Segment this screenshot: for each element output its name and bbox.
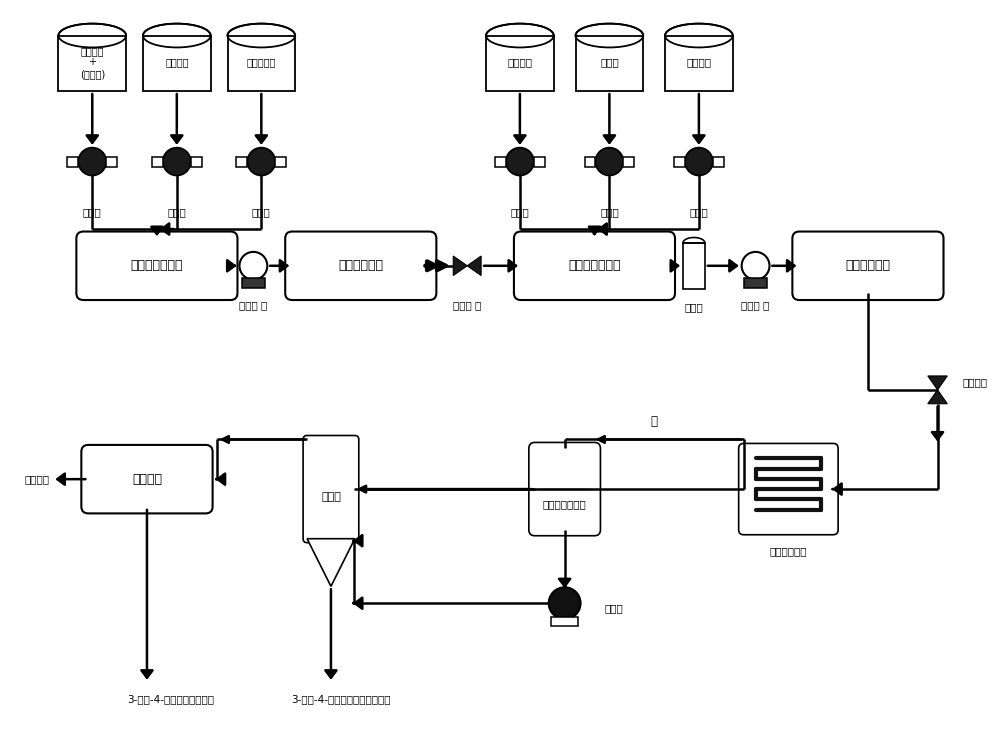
- FancyBboxPatch shape: [76, 231, 237, 300]
- FancyBboxPatch shape: [792, 231, 944, 300]
- Bar: [623, 156, 634, 167]
- Text: 三氧化硫: 三氧化硫: [686, 57, 711, 67]
- Text: 输料泵: 输料泵: [604, 603, 623, 613]
- Ellipse shape: [576, 24, 643, 47]
- Text: 分液器: 分液器: [321, 492, 341, 502]
- FancyBboxPatch shape: [529, 442, 600, 536]
- Text: 计量泵: 计量泵: [511, 207, 529, 217]
- Text: 第一微反应器: 第一微反应器: [338, 259, 383, 272]
- Ellipse shape: [143, 24, 211, 47]
- Circle shape: [549, 587, 581, 619]
- Bar: [495, 156, 506, 167]
- Text: 计量泵: 计量泵: [600, 207, 619, 217]
- FancyBboxPatch shape: [739, 444, 838, 535]
- Polygon shape: [928, 376, 947, 390]
- Text: 物料冷却管道: 物料冷却管道: [770, 547, 807, 556]
- Bar: [106, 156, 117, 167]
- Circle shape: [595, 147, 623, 175]
- Text: 恒流泵 一: 恒流泵 一: [239, 301, 268, 310]
- Circle shape: [78, 147, 106, 175]
- Polygon shape: [453, 256, 467, 276]
- Bar: [585, 156, 595, 167]
- Circle shape: [506, 147, 534, 175]
- Bar: [228, 35, 295, 91]
- Text: 氯代烷烃: 氯代烷烃: [507, 57, 532, 67]
- Text: 3-硝基-4-甲基苯磺酰氯产品: 3-硝基-4-甲基苯磺酰氯产品: [127, 694, 214, 705]
- Text: 计量泵: 计量泵: [690, 207, 708, 217]
- Polygon shape: [928, 390, 947, 404]
- Bar: [143, 35, 211, 91]
- Text: 三氧化硫: 三氧化硫: [165, 57, 189, 67]
- Polygon shape: [467, 256, 481, 276]
- Circle shape: [163, 147, 191, 175]
- Text: 计量泵: 计量泵: [83, 207, 102, 217]
- Text: 氯磺酸: 氯磺酸: [600, 57, 619, 67]
- Text: 3-硝基-4-甲基苯磺酰氯粗品溶液: 3-硝基-4-甲基苯磺酰氯粗品溶液: [291, 694, 391, 705]
- Bar: [713, 156, 724, 167]
- Text: 氯代烷烃
+
(抑制剂): 氯代烷烃 + (抑制剂): [80, 46, 105, 79]
- Circle shape: [247, 147, 275, 175]
- Bar: [236, 156, 247, 167]
- Circle shape: [685, 147, 713, 175]
- Bar: [242, 278, 265, 287]
- Text: 第二微反应器: 第二微反应器: [845, 259, 890, 272]
- Text: 恒流泵 二: 恒流泵 二: [741, 301, 770, 310]
- Ellipse shape: [486, 24, 554, 47]
- Bar: [191, 156, 202, 167]
- Circle shape: [239, 252, 267, 279]
- Text: 计量泵: 计量泵: [167, 207, 186, 217]
- FancyBboxPatch shape: [81, 445, 213, 514]
- Circle shape: [742, 252, 769, 279]
- Text: 单向阀二: 单向阀二: [962, 377, 987, 387]
- Ellipse shape: [228, 24, 295, 47]
- FancyBboxPatch shape: [285, 231, 436, 300]
- Text: 第二静态混合器: 第二静态混合器: [568, 259, 621, 272]
- FancyBboxPatch shape: [514, 231, 675, 300]
- Text: 单向阀 一: 单向阀 一: [453, 301, 481, 310]
- Text: 计量泵: 计量泵: [252, 207, 271, 217]
- Bar: [576, 35, 643, 91]
- Text: 缓冲器: 缓冲器: [685, 302, 703, 312]
- Text: 第一静态混合器: 第一静态混合器: [131, 259, 183, 272]
- Text: 溶剂回收: 溶剂回收: [25, 474, 50, 484]
- FancyBboxPatch shape: [303, 436, 359, 542]
- Bar: [534, 156, 545, 167]
- Polygon shape: [307, 539, 355, 587]
- Text: 水: 水: [651, 414, 658, 427]
- Bar: [67, 156, 78, 167]
- Text: 恒温静态收集器: 恒温静态收集器: [543, 499, 587, 509]
- Text: 减压蒸馏: 减压蒸馏: [132, 472, 162, 486]
- Bar: [683, 243, 705, 289]
- Bar: [665, 35, 733, 91]
- Text: 邻硝基甲苯: 邻硝基甲苯: [247, 57, 276, 67]
- Ellipse shape: [665, 24, 733, 47]
- Bar: [58, 35, 126, 91]
- Bar: [275, 156, 286, 167]
- Bar: [744, 278, 767, 287]
- Bar: [674, 156, 685, 167]
- Bar: [486, 35, 554, 91]
- Bar: [551, 617, 578, 626]
- Bar: [152, 156, 163, 167]
- Ellipse shape: [58, 24, 126, 47]
